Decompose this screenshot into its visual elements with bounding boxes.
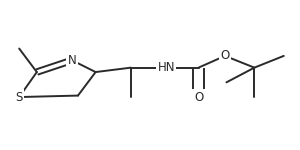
Text: O: O bbox=[194, 91, 203, 103]
Text: S: S bbox=[16, 91, 23, 103]
Text: N: N bbox=[68, 54, 76, 67]
Text: O: O bbox=[220, 49, 230, 62]
Text: HN: HN bbox=[158, 61, 175, 74]
